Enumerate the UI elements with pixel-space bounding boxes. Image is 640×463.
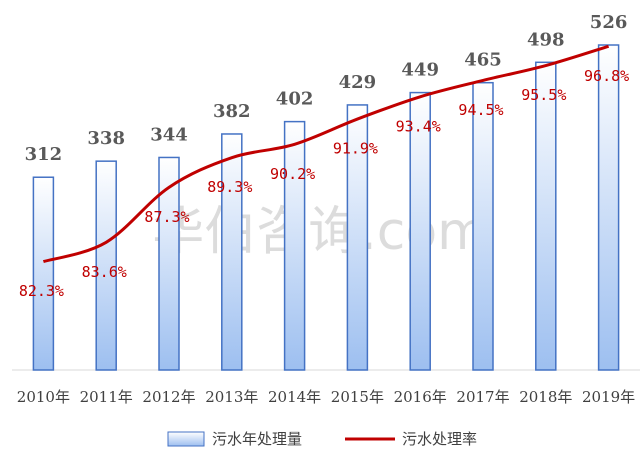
- line-value-label: 95.5%: [521, 86, 566, 104]
- bar: [32, 176, 55, 371]
- x-tick-label: 2014年: [268, 388, 321, 406]
- watermark: 华伯咨询.com: [152, 202, 488, 262]
- line-value-label: 93.4%: [396, 117, 441, 135]
- legend-swatch: [167, 431, 205, 447]
- bar: [535, 61, 557, 371]
- line-value-label: 90.2%: [270, 165, 315, 183]
- x-tick-label: 2018年: [519, 388, 572, 406]
- bar-value-label: 449: [401, 60, 439, 81]
- x-tick-label: 2016年: [394, 388, 447, 406]
- x-tick-label: 2010年: [17, 388, 70, 406]
- bar-value-label: 429: [339, 72, 377, 93]
- line-value-label: 87.3%: [144, 208, 189, 226]
- bar: [221, 133, 243, 371]
- bar: [283, 120, 306, 371]
- bar: [158, 156, 180, 371]
- x-tick-label: 2011年: [80, 388, 133, 406]
- line-value-label: 89.3%: [207, 178, 252, 196]
- legend-label: 污水处理率: [402, 430, 477, 448]
- bar-value-label: 312: [25, 144, 63, 165]
- bar-value-label: 382: [213, 101, 251, 122]
- bar-value-label: 526: [590, 12, 628, 33]
- x-tick-label: 2012年: [142, 388, 195, 406]
- bar: [346, 104, 369, 371]
- bar: [472, 81, 494, 371]
- line-value-label: 82.3%: [19, 282, 64, 300]
- bar-value-label: 338: [87, 128, 125, 149]
- bar-value-label: 465: [464, 50, 502, 71]
- bar-value-label: 344: [150, 124, 188, 145]
- x-tick-label: 2017年: [456, 388, 509, 406]
- line-value-label: 91.9%: [333, 140, 378, 158]
- bar-value-label: 402: [276, 89, 314, 110]
- line-value-label: 94.5%: [458, 101, 503, 119]
- bar: [95, 160, 117, 371]
- line-value-label: 83.6%: [82, 263, 127, 281]
- bar: [409, 91, 431, 371]
- x-tick-label: 2019年: [582, 388, 635, 406]
- line-value-label: 96.8%: [584, 67, 629, 85]
- x-tick-label: 2015年: [331, 388, 384, 406]
- bar-value-label: 498: [527, 29, 565, 50]
- line: [42, 44, 610, 264]
- legend-label: 污水年处理量: [212, 430, 302, 448]
- x-tick-label: 2013年: [205, 388, 258, 406]
- bar: [597, 44, 620, 371]
